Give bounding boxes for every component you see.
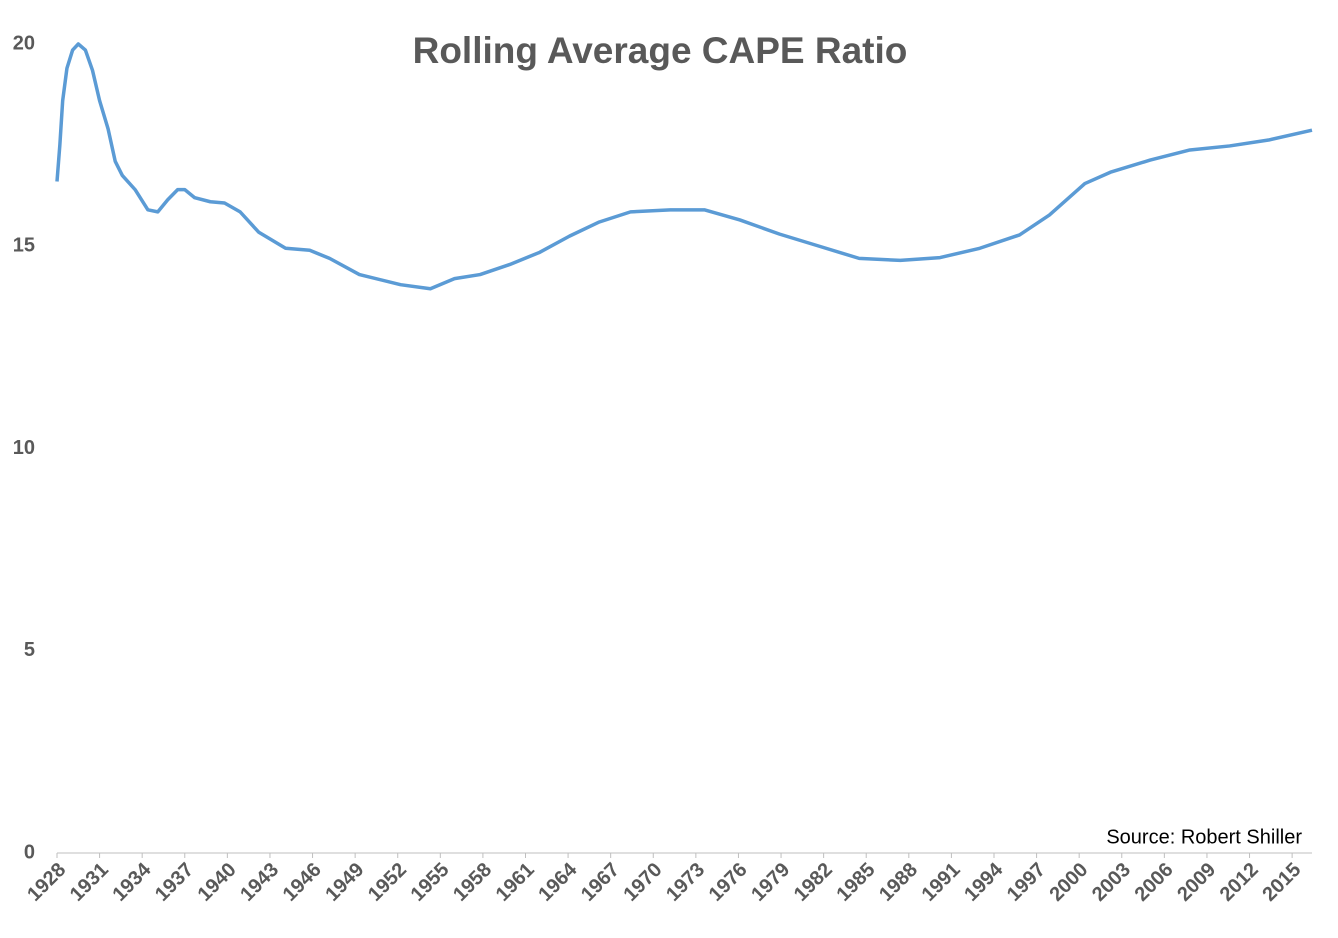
x-tick-label: 1979	[747, 859, 794, 906]
x-tick-label: 1937	[151, 859, 198, 906]
x-tick-label: 1988	[875, 859, 922, 906]
x-tick-label: 2006	[1131, 859, 1178, 906]
x-tick-label: 2000	[1045, 859, 1092, 906]
x-tick-label: 2012	[1216, 859, 1263, 906]
x-tick-label: 1994	[960, 858, 1008, 906]
x-tick-label: 1928	[23, 859, 70, 906]
y-tick-label: 15	[13, 235, 35, 257]
x-tick-label: 1961	[492, 859, 539, 906]
y-tick-label: 10	[13, 437, 35, 459]
x-tick-label: 1943	[236, 859, 283, 906]
x-tick-label: 1946	[279, 859, 326, 906]
x-tick-label: 1997	[1003, 859, 1050, 906]
x-tick-label: 2003	[1088, 859, 1135, 906]
x-tick-label: 1958	[449, 859, 496, 906]
x-tick-label: 2009	[1173, 859, 1220, 906]
x-tick-label: 1973	[662, 859, 709, 906]
y-tick-label: 0	[24, 841, 35, 863]
line-series	[55, 42, 1313, 291]
x-tick-label: 1934	[108, 858, 156, 906]
x-tick-label: 1931	[66, 859, 113, 906]
chart-title: Rolling Average CAPE Ratio	[413, 30, 908, 71]
x-tick-label: 1991	[918, 859, 965, 906]
x-tick-label: 1976	[705, 859, 752, 906]
x-tick-label: 1970	[620, 859, 667, 906]
x-tick-label: 1955	[407, 859, 454, 906]
x-tick-label: 1952	[364, 859, 411, 906]
source-note: Source: Robert Shiller	[1106, 826, 1302, 848]
x-tick-label: 2015	[1258, 859, 1305, 906]
x-tick-label: 1982	[790, 859, 837, 906]
x-tick-label: 1985	[832, 859, 879, 906]
x-tick-label: 1940	[194, 859, 241, 906]
x-tick-label: 1967	[577, 859, 624, 906]
y-tick-label: 20	[13, 32, 35, 54]
x-tick-label: 1964	[534, 858, 582, 906]
x-tick-label: 1949	[321, 859, 368, 906]
y-tick-label: 5	[24, 639, 35, 661]
